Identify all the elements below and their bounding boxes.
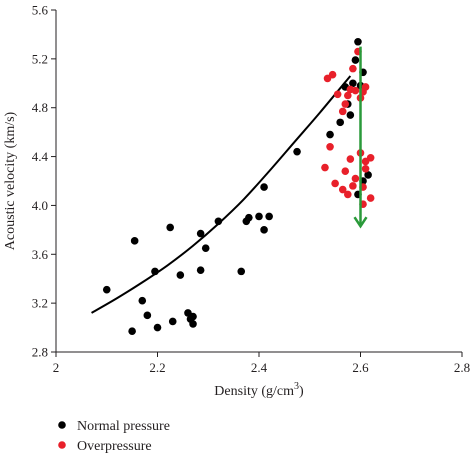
overpressure-point	[338, 185, 347, 194]
overpressure-point	[344, 190, 352, 199]
normal-pressure-point	[255, 212, 263, 221]
y-tick-label: 3.2	[32, 296, 48, 311]
x-tick-label: 2.6	[352, 360, 369, 375]
normal-pressure-point	[354, 37, 362, 46]
legend-marker-overpressure	[58, 441, 66, 449]
y-tick-label: 2.8	[32, 345, 48, 360]
overpressure-point	[321, 163, 329, 172]
overpressure-point	[366, 153, 375, 162]
normal-pressure-point	[237, 267, 246, 276]
normal-pressure-point	[189, 312, 197, 321]
normal-pressure-point	[245, 213, 253, 222]
normal-pressure-point	[153, 323, 162, 332]
normal-pressure-point	[166, 223, 174, 232]
normal-pressure-point	[168, 317, 177, 326]
overpressure-point	[344, 91, 352, 100]
y-tick-label: 5.6	[32, 3, 49, 18]
arrow-head	[353, 216, 368, 229]
overpressure-point	[349, 182, 357, 190]
normal-pressure-point	[176, 271, 185, 279]
overpressure-point	[361, 83, 370, 91]
normal-pressure-point	[364, 171, 372, 179]
overpressure-point	[366, 194, 375, 202]
normal-pressure-point	[346, 111, 355, 119]
trend-curve	[91, 75, 352, 314]
normal-pressure-point	[138, 296, 147, 305]
normal-pressure-point	[351, 56, 360, 64]
legend-item-overpressure: Overpressure	[58, 439, 152, 454]
legend-marker-normal-pressure	[58, 421, 66, 429]
normal-pressure-point	[189, 320, 197, 328]
normal-pressure-point	[151, 267, 159, 276]
x-tick-label: 2	[53, 360, 60, 375]
x-tick-label: 2.2	[149, 360, 165, 375]
normal-pressure-point	[196, 266, 205, 274]
x-tick-label: 2.8	[454, 360, 470, 375]
overpressure-point	[341, 100, 350, 108]
overpressure-points	[321, 47, 375, 209]
y-tick-label: 4.4	[32, 149, 49, 164]
overpressure-point	[361, 164, 370, 173]
normal-pressure-point	[326, 130, 334, 139]
overpressure-point	[349, 64, 357, 73]
x-tick-label: 2.4	[251, 360, 268, 375]
overpressure-point	[333, 90, 342, 99]
normal-pressure-point	[293, 147, 301, 156]
legend-label-overpressure: Overpressure	[77, 439, 152, 454]
normal-pressure-point	[336, 118, 345, 127]
overpressure-point	[328, 70, 337, 79]
normal-pressure-point	[130, 237, 139, 245]
normal-pressure-points	[102, 37, 372, 336]
x-tick-group: 2 2.2 2.4 2.6 2.8	[53, 352, 470, 375]
overpressure-point	[331, 179, 339, 188]
normal-pressure-point	[196, 229, 205, 238]
normal-pressure-point	[102, 285, 111, 294]
overpressure-point	[326, 143, 334, 151]
normal-pressure-point	[214, 217, 223, 226]
pressure-arrow	[353, 46, 368, 229]
overpressure-point	[351, 174, 360, 183]
x-axis-title-superscript: 3	[294, 381, 299, 392]
legend: Normal pressure Overpressure	[58, 419, 170, 454]
normal-pressure-point	[260, 226, 268, 234]
legend-item-normal-pressure: Normal pressure	[58, 419, 170, 434]
y-tick-label: 4.8	[32, 100, 48, 115]
overpressure-point	[341, 167, 350, 176]
y-tick-label: 5.2	[32, 51, 48, 66]
overpressure-point	[338, 107, 347, 116]
legend-label-normal-pressure: Normal pressure	[77, 419, 170, 434]
normal-pressure-point	[128, 327, 136, 336]
y-tick-group: 2.8 3.2 3.6 4.0 4.4 4.8 5.2 5.6	[32, 3, 56, 360]
normal-pressure-point	[260, 183, 268, 191]
plot-area: 2.8 3.2 3.6 4.0 4.4 4.8 5.2 5.6 2 2.2 2.4 2.6 2.8	[32, 3, 470, 376]
overpressure-point	[351, 86, 360, 95]
overpressure-point	[346, 155, 355, 163]
normal-pressure-point	[201, 244, 210, 252]
y-tick-label: 4.0	[32, 198, 48, 213]
normal-pressure-point	[265, 212, 273, 221]
y-tick-label: 3.6	[32, 247, 49, 262]
normal-pressure-point	[143, 311, 152, 320]
normal-pressure-point	[349, 79, 357, 88]
y-axis-title: Acoustic velocity (km/s)	[3, 111, 18, 250]
x-axis-title: Density (g/cm3)	[214, 381, 304, 399]
